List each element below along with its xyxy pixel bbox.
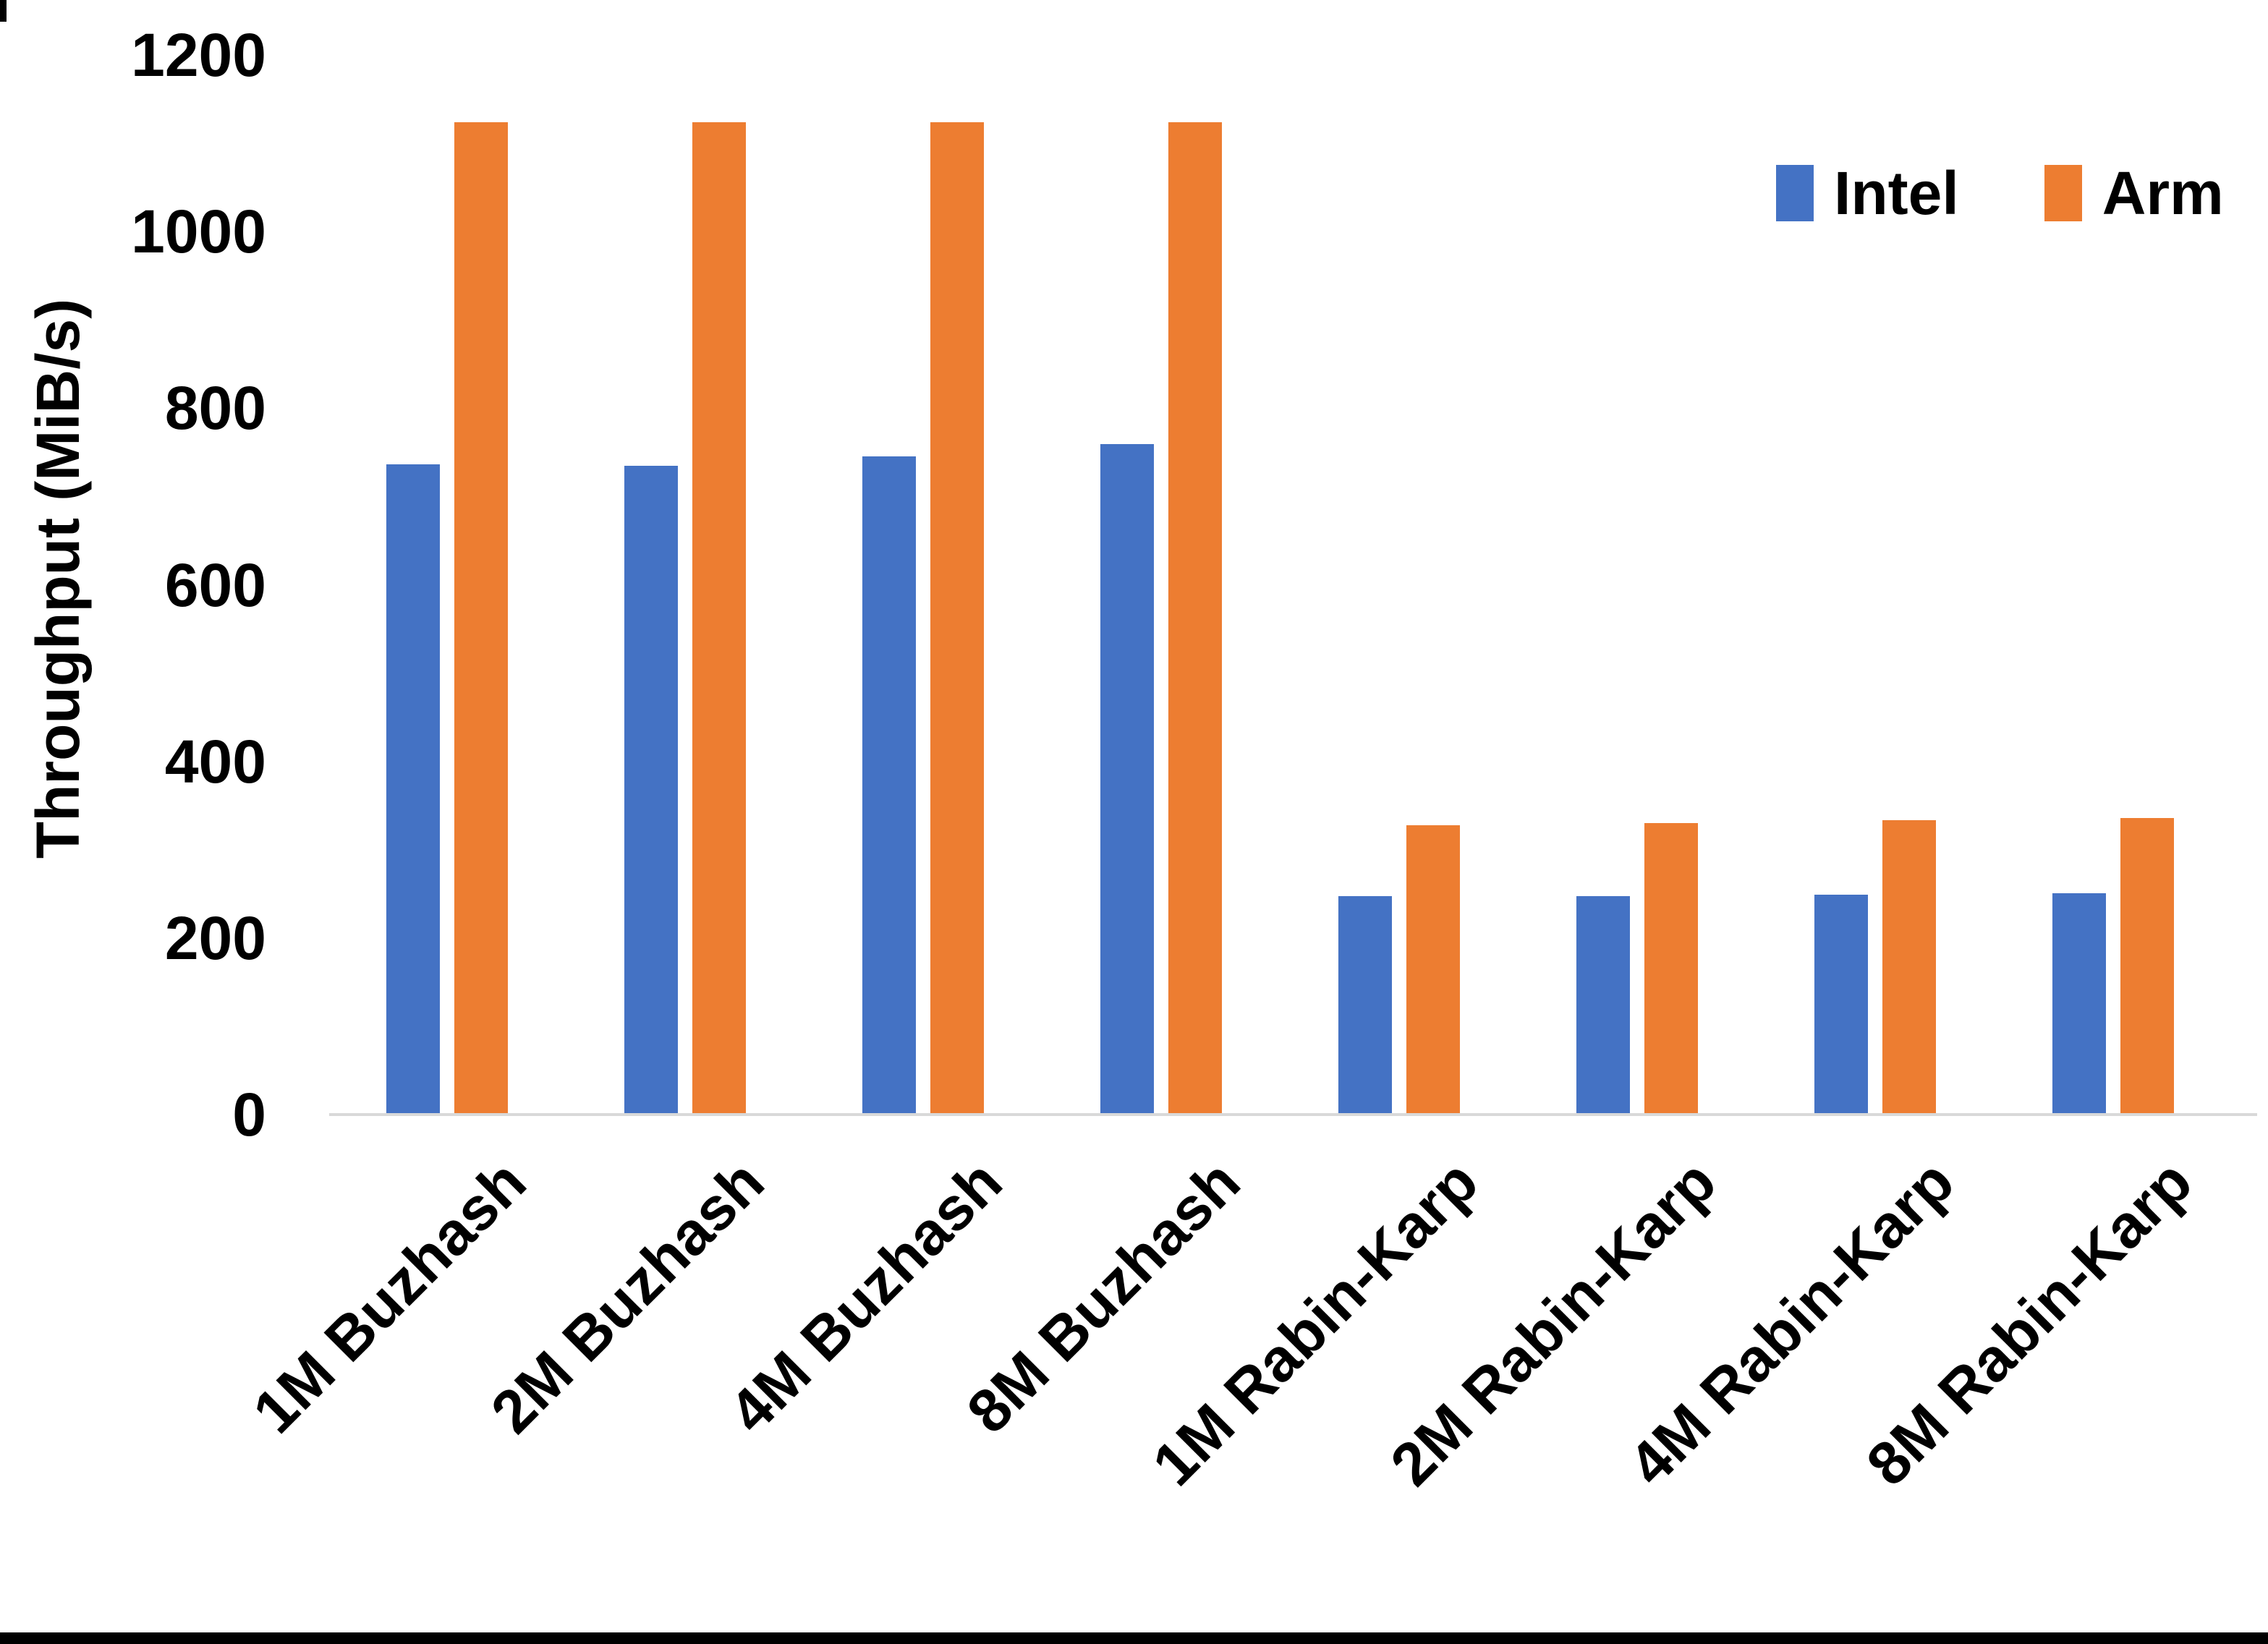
bar-arm-8m-buzhash — [1168, 122, 1222, 1115]
legend-label-arm: Arm — [2102, 159, 2224, 227]
legend-item-arm: Arm — [2044, 161, 2224, 226]
bar-arm-8m-rabin-karp — [2120, 818, 2174, 1115]
bar-intel-1m-buzhash — [386, 464, 440, 1115]
x-category-label-2m-rabin-karp: 2M Rabin-Karp — [1377, 1147, 1729, 1499]
legend-label-intel: Intel — [1834, 159, 1959, 227]
bar-intel-2m-buzhash — [624, 466, 678, 1115]
legend-swatch-intel — [1776, 165, 1814, 221]
bar-arm-4m-buzhash — [930, 122, 984, 1115]
legend: Intel Arm — [1776, 161, 2224, 226]
x-category-label-2m-buzhash: 2M Buzhash — [477, 1147, 777, 1447]
y-tick-label-0: 0 — [232, 1081, 266, 1149]
bar-intel-2m-rabin-karp — [1576, 896, 1630, 1115]
bar-intel-8m-rabin-karp — [2052, 893, 2106, 1115]
y-tick-label-1000: 1000 — [131, 197, 266, 266]
bar-arm-1m-buzhash — [454, 122, 508, 1115]
x-category-label-4m-buzhash: 4M Buzhash — [715, 1147, 1015, 1447]
bar-intel-4m-buzhash — [862, 456, 916, 1115]
y-tick-label-1200: 1200 — [131, 21, 266, 89]
bar-arm-2m-rabin-karp — [1644, 823, 1698, 1115]
x-category-label-1m-rabin-karp: 1M Rabin-Karp — [1139, 1147, 1491, 1499]
bar-intel-8m-buzhash — [1100, 444, 1154, 1115]
x-category-label-4m-rabin-karp: 4M Rabin-Karp — [1615, 1147, 1967, 1499]
y-tick-label-200: 200 — [164, 903, 266, 972]
legend-swatch-arm — [2044, 165, 2082, 221]
y-tick-label-800: 800 — [164, 374, 266, 443]
x-axis-line — [329, 1113, 2257, 1116]
y-tick-label-600: 600 — [164, 550, 266, 619]
x-category-label-8m-rabin-karp: 8M Rabin-Karp — [1853, 1147, 2205, 1499]
bar-arm-1m-rabin-karp — [1406, 825, 1460, 1115]
bar-arm-2m-buzhash — [692, 122, 746, 1115]
bottom-border-bar — [0, 1632, 2268, 1644]
bar-intel-4m-rabin-karp — [1814, 895, 1868, 1115]
bar-arm-4m-rabin-karp — [1882, 820, 1936, 1115]
bar-intel-1m-rabin-karp — [1338, 896, 1392, 1115]
legend-item-intel: Intel — [1776, 161, 1959, 226]
frame-corner-mark — [0, 0, 7, 22]
x-category-label-1m-buzhash: 1M Buzhash — [239, 1147, 539, 1447]
y-tick-label-400: 400 — [164, 727, 266, 796]
x-category-label-8m-buzhash: 8M Buzhash — [954, 1147, 1253, 1447]
